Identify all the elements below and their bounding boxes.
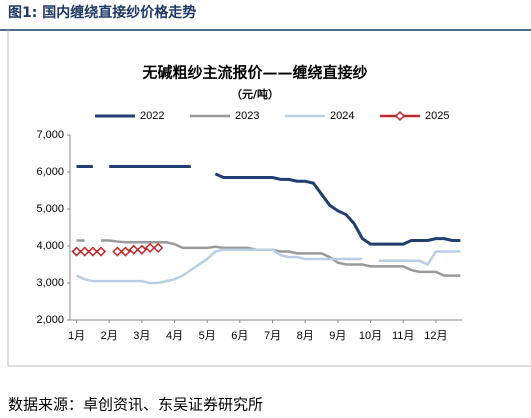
legend-marker [394,110,406,122]
x-tick-label: 1月 [68,330,85,342]
x-tick-label: 11月 [392,330,414,342]
series-marker [128,244,139,255]
x-tick-label: 12月 [424,330,447,342]
figure-header: 图1: 国内缠绕直接纱价格走势 [8,4,196,21]
chart-title: 无碱粗纱主流报价——缠绕直接纱 [141,64,367,82]
series-marker [120,246,131,257]
series-marker [136,244,147,255]
source-note: 数据来源：卓创资讯、东吴证券研究所 [8,396,263,414]
x-tick-label: 2月 [101,330,118,342]
x-tick-label: 6月 [231,330,248,342]
x-tick-label: 7月 [264,330,281,342]
x-tick-label: 10月 [359,330,382,342]
chart-subtitle: （元/吨） [231,87,279,101]
x-tick-label: 5月 [199,330,216,342]
y-tick-label: 3,000 [36,277,64,289]
x-tick-label: 8月 [297,330,314,342]
x-tick-label: 9月 [329,330,346,342]
y-tick-label: 6,000 [36,166,64,178]
y-tick-label: 4,000 [36,240,64,252]
legend-label: 2023 [235,110,259,122]
series-marker [71,246,82,257]
series-marker [95,246,107,257]
y-tick-label: 2,000 [36,314,64,326]
series-marker [144,242,156,253]
series-line [76,239,461,277]
series-line [76,164,461,246]
series-marker [87,246,98,257]
x-tick-label: 3月 [133,330,150,342]
series-marker [153,242,164,253]
legend-label: 2024 [330,110,354,122]
series-line [76,248,461,285]
legend-label: 2022 [140,110,164,122]
series-marker [112,246,123,257]
y-tick-label: 7,000 [36,129,64,141]
y-tick-label: 5,000 [36,203,64,215]
x-tick-label: 4月 [166,330,183,342]
series-marker [79,246,90,257]
legend-label: 2025 [425,110,449,122]
